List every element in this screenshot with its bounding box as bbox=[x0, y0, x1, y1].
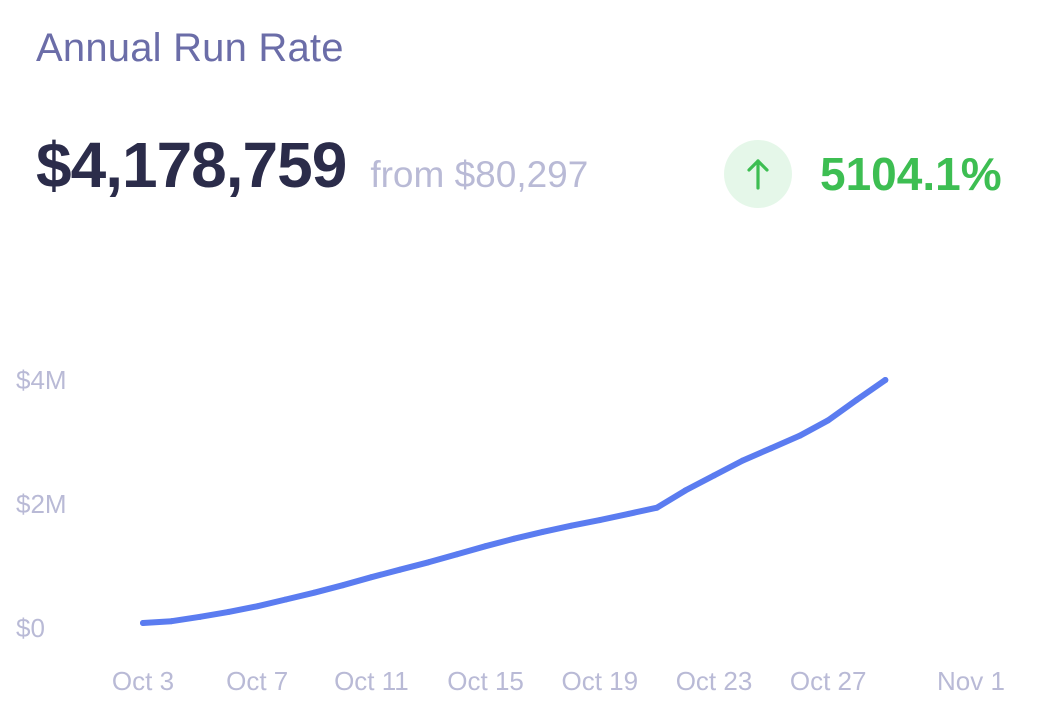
data-point bbox=[197, 613, 204, 620]
x-tick-label: Oct 15 bbox=[447, 666, 524, 696]
data-point bbox=[454, 551, 461, 558]
x-tick-label: Oct 7 bbox=[226, 666, 288, 696]
headline: $4,178,759 from $80,297 bbox=[36, 128, 588, 202]
data-point bbox=[311, 589, 318, 596]
data-point bbox=[140, 620, 146, 627]
data-point bbox=[539, 528, 546, 535]
x-tick-label: Oct 11 bbox=[334, 666, 409, 696]
previous-value: from $80,297 bbox=[370, 154, 589, 195]
x-tick-label: Oct 3 bbox=[112, 666, 174, 696]
run-rate-value: $4,178,759 bbox=[36, 129, 347, 201]
data-point bbox=[254, 603, 261, 610]
data-point bbox=[225, 608, 232, 615]
data-point bbox=[653, 504, 660, 511]
data-point bbox=[482, 543, 489, 550]
y-tick-label: $0 bbox=[16, 613, 45, 643]
y-tick-label: $4M bbox=[16, 365, 67, 395]
data-point bbox=[711, 472, 717, 479]
data-point bbox=[768, 445, 775, 452]
data-point bbox=[739, 457, 746, 464]
data-point bbox=[282, 596, 289, 603]
data-point bbox=[625, 510, 632, 517]
data-point bbox=[568, 522, 575, 529]
change-indicator: 5104.1% bbox=[724, 140, 1002, 208]
x-tick-label: Nov 1 bbox=[937, 666, 1005, 696]
arrow-up-icon bbox=[724, 140, 792, 208]
series-line bbox=[140, 377, 889, 626]
y-tick-label: $2M bbox=[16, 489, 67, 519]
data-point bbox=[682, 487, 689, 494]
data-point bbox=[853, 396, 860, 403]
card-title: Annual Run Rate bbox=[36, 26, 344, 70]
data-point bbox=[339, 582, 346, 589]
data-point bbox=[368, 574, 375, 581]
data-point bbox=[511, 535, 518, 542]
data-point bbox=[425, 559, 432, 566]
x-tick-label: Oct 19 bbox=[562, 666, 639, 696]
x-tick-label: Oct 27 bbox=[790, 666, 867, 696]
x-tick-label: Oct 23 bbox=[676, 666, 753, 696]
data-point bbox=[596, 517, 603, 524]
data-point bbox=[396, 566, 403, 573]
data-point bbox=[882, 377, 889, 383]
data-point bbox=[825, 417, 832, 424]
data-point bbox=[796, 432, 803, 439]
data-point bbox=[168, 618, 175, 625]
change-percent: 5104.1% bbox=[820, 148, 1002, 200]
